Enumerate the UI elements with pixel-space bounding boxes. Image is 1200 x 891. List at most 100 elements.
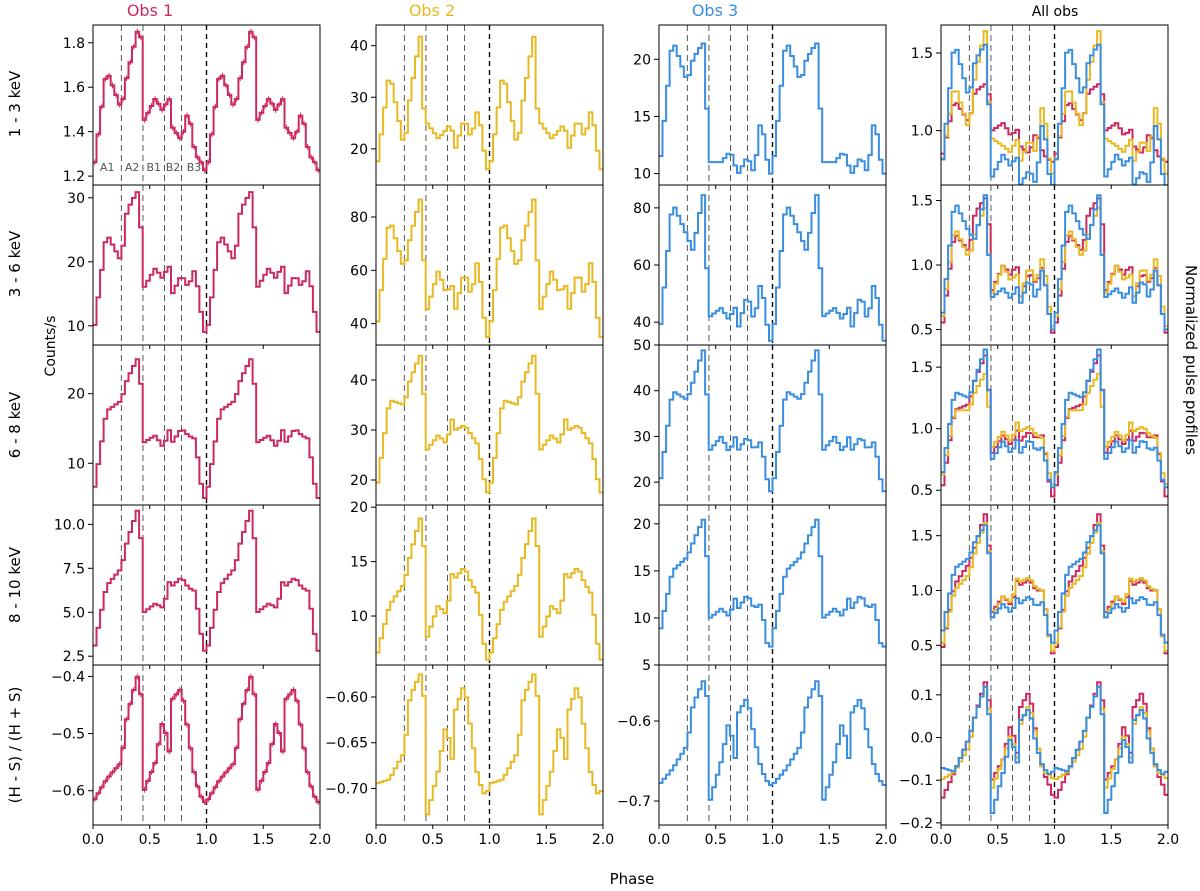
panel-r1-c2: 40 60 80 <box>633 184 887 349</box>
y-tick-label: 60 <box>350 263 368 279</box>
y-tick-label: 20 <box>350 500 368 516</box>
x-tick-label: 1.0 <box>195 832 217 848</box>
column-title-obs3: Obs 3 <box>692 1 738 20</box>
profile-line-obs3 <box>659 349 886 493</box>
x-tick-label: 1.5 <box>252 832 274 848</box>
x-tick-label: 0.0 <box>930 832 952 848</box>
y-tick-label: 15 <box>633 109 651 125</box>
series-group <box>376 35 603 171</box>
panel-r0-c3: 1.0 1.5 <box>911 24 1169 189</box>
series-group <box>376 517 603 661</box>
panel-grid: 1.2 1.4 1.6 1.8 A1 A2 B1 B2 B3 20 30 40 10 15 20 1.0 1.5… <box>51 24 1179 848</box>
y-ticks: 20 30 40 <box>350 39 376 158</box>
region-label-b3: B3 <box>187 161 202 174</box>
series-group <box>93 191 320 333</box>
row-label-3-6kev: 3 - 6 keV <box>6 230 24 297</box>
y-tick-label: 30 <box>350 90 368 106</box>
x-ticks: 0.0 0.5 1.0 1.5 2.0 <box>930 825 1179 848</box>
y-tick-label: 20 <box>350 142 368 158</box>
y-tick-label: 10 <box>67 456 85 472</box>
panel-r2-c3: 0.5 1.0 1.5 <box>911 344 1169 509</box>
x-tick-label: 0.0 <box>82 832 104 848</box>
series-group <box>93 28 320 174</box>
y-tick-label: 40 <box>350 39 368 55</box>
y-ticks: 40 60 80 <box>350 210 376 333</box>
profile-line-obs1 <box>93 509 320 652</box>
normalized-profile-obs3 <box>941 524 1168 644</box>
y-tick-label: 1.5 <box>911 360 933 376</box>
y-ticks: 0.5 1.0 1.5 <box>911 193 941 339</box>
phase-guides <box>686 505 774 665</box>
panel-r3-c1: 10 15 20 <box>350 500 604 669</box>
x-tick-label: 1.5 <box>818 832 840 848</box>
y-ticks: −0.70 −0.65 −0.60 <box>325 690 376 797</box>
row-label-hardness-ratio: (H - S) / (H + S) <box>6 687 24 804</box>
normalized-profile-obs3 <box>941 348 1168 489</box>
panel-r4-c2: −0.7 −0.6 0.0 0.5 1.0 1.5 2.0 <box>617 664 897 848</box>
region-label-b2: B2 <box>166 161 181 174</box>
series-group <box>376 198 603 338</box>
x-ticks: 0.0 0.5 1.0 1.5 2.0 <box>82 825 331 848</box>
y-tick-label: 15 <box>350 555 368 571</box>
row-label-8-10kev: 8 - 10 keV <box>6 546 24 623</box>
row-label-6-8kev: 6 - 8 keV <box>6 391 24 458</box>
panel-r3-c3: 0.5 1.0 1.5 <box>911 504 1169 669</box>
panel-r1-c1: 40 60 80 <box>350 184 604 349</box>
y-ticks: 1.0 1.5 <box>911 46 941 140</box>
y-ticks: 20 30 40 <box>350 373 376 489</box>
x-ticks: 0.0 0.5 1.0 1.5 2.0 <box>648 825 897 848</box>
y-tick-label: 0.1 <box>911 688 933 704</box>
panel-r2-c0: 10 20 <box>67 344 321 509</box>
y-tick-label: 2.5 <box>63 649 85 665</box>
y-tick-label: 80 <box>350 210 368 226</box>
x-axis-label-phase: Phase <box>610 870 655 888</box>
y-axis-label-normalized: Normalized pulse profiles <box>1182 265 1200 455</box>
y-tick-label: 20 <box>350 473 368 489</box>
profile-line-obs2 <box>376 198 603 338</box>
panel-r4-c3: −0.2 −0.1 0.0 0.1 0.0 0.5 1.0 1.5 2.0 <box>899 664 1179 848</box>
phase-guides <box>120 345 208 505</box>
series-group <box>659 194 886 342</box>
profile-line-obs2 <box>376 35 603 171</box>
y-ticks: 40 60 80 <box>633 201 659 331</box>
x-tick-label: 2.0 <box>1157 832 1179 848</box>
y-tick-label: 10 <box>350 609 368 625</box>
phase-guides <box>686 345 774 505</box>
y-tick-label: −0.1 <box>899 773 933 789</box>
y-ticks: 10 15 20 <box>633 52 659 183</box>
y-ticks: 20 30 40 50 <box>633 338 659 491</box>
panel-r3-c0: 2.5 5.0 7.5 10.0 <box>54 504 321 669</box>
series-group <box>941 681 1168 814</box>
series-group <box>659 349 886 493</box>
y-tick-label: 50 <box>633 338 651 354</box>
y-tick-label: 40 <box>350 373 368 389</box>
y-tick-label: 1.4 <box>63 125 85 141</box>
y-tick-label: 10 <box>633 611 651 627</box>
profile-line-obs3 <box>659 680 886 801</box>
panel-r2-c1: 20 30 40 <box>350 344 604 509</box>
profile-line-obs2 <box>376 673 603 816</box>
y-tick-label: 1.5 <box>911 529 933 545</box>
y-tick-label: 40 <box>633 384 651 400</box>
y-tick-label: 30 <box>67 191 85 207</box>
panel-r4-c1: −0.70 −0.65 −0.60 0.0 0.5 1.0 1.5 2.0 <box>325 664 614 848</box>
profile-line-obs2 <box>376 354 603 494</box>
series-group <box>659 680 886 801</box>
y-tick-label: 5 <box>642 658 651 674</box>
panel-r0-c0: 1.2 1.4 1.6 1.8 A1 A2 B1 B2 B3 <box>63 24 321 189</box>
profile-line-obs1 <box>93 191 320 333</box>
normalized-profile-obs3 <box>941 685 1168 814</box>
phase-guides <box>968 505 1056 665</box>
y-tick-label: 1.0 <box>911 258 933 274</box>
y-tick-label: 1.6 <box>63 80 85 96</box>
y-tick-label: 1.8 <box>63 36 85 52</box>
column-title-obs1: Obs 1 <box>127 1 173 20</box>
panel-r3-c2: 5 10 15 20 <box>633 504 887 674</box>
profile-line-obs2 <box>376 517 603 661</box>
y-tick-label: 80 <box>633 201 651 217</box>
x-tick-label: 0.5 <box>705 832 727 848</box>
y-tick-label: 10 <box>633 167 651 183</box>
y-axis-label-counts: Counts/s <box>43 316 59 377</box>
y-ticks: −0.7 −0.6 <box>617 714 659 810</box>
